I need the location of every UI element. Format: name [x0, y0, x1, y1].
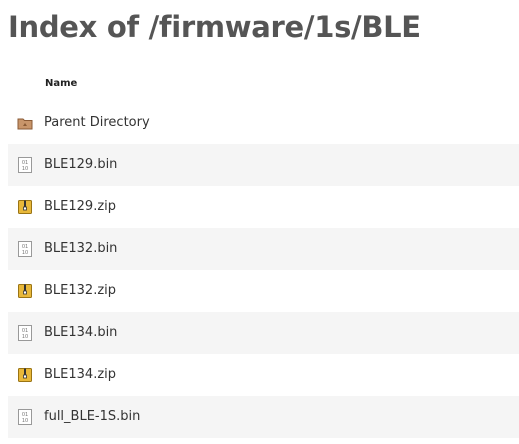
file-name[interactable]: BLE134.zip: [44, 367, 117, 382]
zip-icon: [18, 200, 32, 214]
svg-text:01: 01: [22, 160, 28, 166]
svg-text:01: 01: [22, 412, 28, 418]
file-name[interactable]: BLE132.bin: [44, 241, 118, 256]
page-title: Index of /firmware/1s/BLE: [8, 10, 421, 44]
file-name[interactable]: BLE132.zip: [44, 283, 117, 298]
file-name[interactable]: Parent Directory: [44, 115, 150, 130]
zip-icon: [18, 284, 32, 298]
svg-text:10: 10: [22, 250, 28, 256]
row[interactable]: BLE132.zip: [8, 270, 519, 312]
folder-icon: [17, 118, 33, 130]
svg-text:10: 10: [22, 418, 28, 424]
row[interactable]: Parent Directory: [8, 102, 519, 144]
file-name[interactable]: BLE134.bin: [44, 325, 118, 340]
svg-text:01: 01: [22, 244, 28, 250]
file-name[interactable]: BLE129.zip: [44, 199, 117, 214]
column-header[interactable]: Name: [45, 78, 78, 89]
svg-text:10: 10: [22, 334, 28, 340]
row[interactable]: BLE134.zip: [8, 354, 519, 396]
row[interactable]: 01 10 BLE132.bin: [8, 228, 519, 270]
row[interactable]: 01 10 full_BLE-1S.bin: [8, 396, 519, 438]
row[interactable]: 01 10 BLE129.bin: [8, 144, 519, 186]
zip-icon: [18, 368, 32, 382]
svg-text:01: 01: [22, 328, 28, 334]
file-name[interactable]: BLE129.bin: [44, 157, 118, 172]
row[interactable]: BLE129.zip: [8, 186, 519, 228]
row[interactable]: 01 10 BLE134.bin: [8, 312, 519, 354]
svg-text:10: 10: [22, 166, 28, 172]
file-name[interactable]: full_BLE-1S.bin: [44, 409, 141, 424]
